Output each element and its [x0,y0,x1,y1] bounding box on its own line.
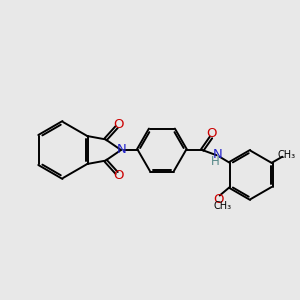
Text: O: O [213,193,224,206]
Text: N: N [213,148,223,161]
Text: O: O [206,128,217,140]
Text: CH₃: CH₃ [214,200,232,211]
Text: N: N [117,143,127,157]
Text: CH₃: CH₃ [278,150,296,160]
Text: H: H [211,154,220,168]
Text: O: O [113,118,124,130]
Text: O: O [113,169,124,182]
